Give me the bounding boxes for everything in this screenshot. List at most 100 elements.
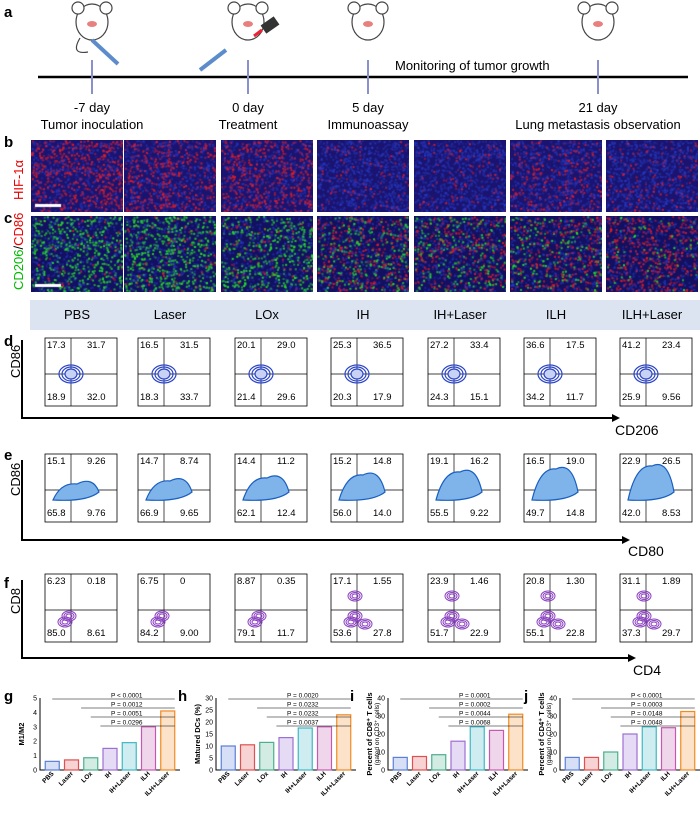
flow_d-plot-7-quad-4: 9.56 xyxy=(662,392,681,403)
flow_d-plot-3-quad-3: 21.4 xyxy=(237,392,256,403)
timeline-day-2: 0 day xyxy=(232,100,264,115)
bar-h-1 xyxy=(239,744,256,771)
row-c-label: CD206/CD86 xyxy=(11,213,26,290)
flow_d-plot-6-quad-2: 17.5 xyxy=(566,340,585,351)
row-c-label-slash: / xyxy=(11,245,26,250)
pvalue-j-3: P = 0.0048 xyxy=(631,720,663,727)
flow_e-plot-6-quad-1: 16.5 xyxy=(526,456,545,467)
mouse-icon-1 xyxy=(71,1,113,54)
pvalue-h-1: P = 0.0232 xyxy=(287,702,319,709)
group-label-6: ILH xyxy=(545,307,567,322)
flow_e-plot-3-quad-3: 62.1 xyxy=(237,508,256,519)
flow_e-plot-7-quad-2: 26.5 xyxy=(662,456,681,467)
bar-j-3 xyxy=(622,733,638,771)
flow_e-plot-3-quad-4: 12.4 xyxy=(277,508,296,519)
bar-g-4 xyxy=(121,742,137,771)
flow_d-plot-2: 16.5 31.5 18.3 33.7 xyxy=(130,336,212,414)
xtick-h-2: LOx xyxy=(256,770,270,784)
flow-arrows xyxy=(21,340,636,662)
flow_e-plot-3-quad-2: 11.2 xyxy=(277,456,295,467)
bar-i-6 xyxy=(508,713,524,771)
xtick-i-3: IH xyxy=(452,770,462,780)
bar-g-6 xyxy=(160,710,176,771)
flow_e-plot-5: 19.1 16.2 55.5 9.22 xyxy=(420,452,502,530)
bar-g-0 xyxy=(44,760,60,771)
timeline-event-4: Lung metastasis observation xyxy=(515,117,681,132)
bar-j-2 xyxy=(603,751,619,771)
flow_d-plot-5: 27.2 33.4 24.3 15.1 xyxy=(420,336,502,414)
ytick-g-5: 5 xyxy=(33,696,37,703)
flow_d-plot-7-quad-1: 41.2 xyxy=(622,340,641,351)
group-label-3: LOx xyxy=(255,307,279,322)
bar-j-0 xyxy=(564,756,580,771)
flow_d-plot-3: 20.1 29.0 21.4 29.6 xyxy=(227,336,309,414)
pvalue-h-3: P = 0.0037 xyxy=(287,720,319,727)
pvalue-j-0: P < 0.0001 xyxy=(631,693,663,700)
flow_d-plot-6-quad-4: 11.7 xyxy=(566,392,584,403)
flow_d-plot-2-quad-4: 33.7 xyxy=(180,392,199,403)
bar-h-5 xyxy=(316,726,333,771)
flow_e-plot-6-quad-2: 19.0 xyxy=(566,456,585,467)
flow_f-plot-3-quad-1: 8.87 xyxy=(237,576,256,587)
xtick-h-0: PBS xyxy=(217,770,232,785)
ytick-g-1: 1 xyxy=(33,753,37,760)
flow_f-plot-2-quad-4: 9.00 xyxy=(180,628,199,639)
micrograph-c-3 xyxy=(221,216,313,292)
timeline-event-3: Immunoassay xyxy=(327,117,409,132)
pvalue-i-0: P = 0.0001 xyxy=(459,693,491,700)
flow_e-plot-4-quad-3: 56.0 xyxy=(333,508,352,519)
timeline-day-4: 21 day xyxy=(578,100,618,115)
flow_e-plot-2-quad-2: 8.74 xyxy=(180,456,199,467)
bar-i-3 xyxy=(450,740,466,771)
bar-g-3 xyxy=(102,747,118,771)
ytick-h-4: 20 xyxy=(205,720,213,727)
panel-label-e: e xyxy=(4,447,13,464)
flow_e-plot-5-quad-2: 16.2 xyxy=(470,456,489,467)
row-b-label: HIF-1α xyxy=(11,159,26,200)
flow-f-xaxis: CD4 xyxy=(633,662,662,678)
ytick-i-3: 30 xyxy=(377,714,385,721)
xtick-g-5: ILH xyxy=(140,770,153,783)
flow_e-plot-7: 22.9 26.5 42.0 8.53 xyxy=(612,452,694,530)
pvalue-j-1: P = 0.0003 xyxy=(631,702,663,709)
flow_e-plot-2: 14.7 8.74 66.9 9.65 xyxy=(130,452,212,530)
syringe-icon-1 xyxy=(90,38,120,66)
flow_f-plot-2: 6.75 0 84.2 9.00 xyxy=(130,572,212,650)
ytick-i-2: 20 xyxy=(377,732,385,739)
bar-g-2 xyxy=(83,757,99,771)
flow_e-plot-6-quad-3: 49.7 xyxy=(526,508,545,519)
bar-i-0 xyxy=(392,756,408,771)
micrograph-c-7 xyxy=(606,216,698,292)
xtick-i-0: PBS xyxy=(389,770,404,785)
panel-label-i: i xyxy=(350,688,355,705)
bar-i-1 xyxy=(411,755,428,771)
group-label-2: Laser xyxy=(153,307,187,322)
flow_f-plot-3-quad-4: 11.7 xyxy=(277,628,295,639)
xtick-j-3: IH xyxy=(624,770,634,780)
flow_f-plot-1-quad-3: 85.0 xyxy=(47,628,66,639)
xtick-j-0: PBS xyxy=(561,770,576,785)
flow_d-plot-7: 41.2 23.4 25.9 9.56 xyxy=(612,336,694,414)
flow_e-plot-4: 15.2 14.8 56.0 14.0 xyxy=(323,452,405,530)
micrograph-b-7 xyxy=(606,140,698,212)
flow_f-plot-5-quad-4: 22.9 xyxy=(470,628,489,639)
flow_e-plot-2-quad-4: 9.65 xyxy=(180,508,199,519)
flow_f-plot-1-quad-4: 8.61 xyxy=(87,628,106,639)
flow_d-plot-3-quad-1: 20.1 xyxy=(237,340,256,351)
flow_d-plot-3-quad-2: 29.0 xyxy=(277,340,296,351)
bar-j-1 xyxy=(583,756,600,771)
flow_f-plot-4-quad-1: 17.1 xyxy=(333,576,352,587)
flow_f-plot-7: 31.1 1.89 37.3 29.7 xyxy=(612,572,694,650)
panel-label-f: f xyxy=(4,575,9,592)
xtick-g-1: Laser xyxy=(58,770,76,788)
micrograph-b-1 xyxy=(31,140,123,212)
flow_f-plot-5: 23.9 1.46 51.7 22.9 xyxy=(420,572,502,650)
bar-g-1 xyxy=(63,759,80,771)
flow_f-plot-3-quad-2: 0.35 xyxy=(277,576,296,587)
ytick-i-1: 10 xyxy=(377,750,385,757)
flow_f-plot-5-quad-2: 1.46 xyxy=(470,576,489,587)
ylabel2-i: (gated on CD3⁺ cells) xyxy=(374,703,381,766)
flow_d-plot-2-quad-3: 18.3 xyxy=(140,392,159,403)
ytick-g-2: 2 xyxy=(33,739,37,746)
